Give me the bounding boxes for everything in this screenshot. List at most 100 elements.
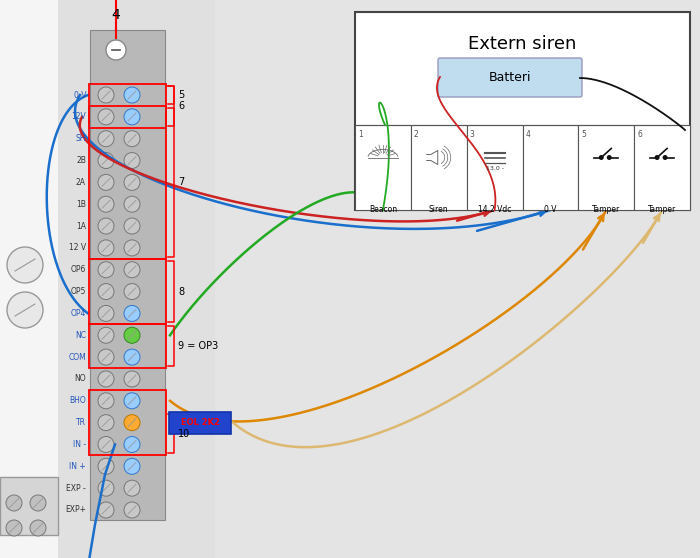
Text: 13.0 -: 13.0 - [486, 166, 503, 171]
Text: 0 V: 0 V [544, 205, 556, 214]
FancyBboxPatch shape [355, 125, 411, 210]
Text: OP6: OP6 [71, 265, 86, 274]
Circle shape [98, 218, 114, 234]
Circle shape [124, 240, 140, 256]
FancyBboxPatch shape [0, 477, 58, 535]
Circle shape [98, 371, 114, 387]
Circle shape [98, 87, 114, 103]
Circle shape [6, 520, 22, 536]
Circle shape [7, 292, 43, 328]
Text: 12 V: 12 V [69, 243, 86, 252]
FancyBboxPatch shape [169, 412, 231, 434]
Text: 1A: 1A [76, 222, 86, 230]
Text: BHO: BHO [69, 396, 86, 405]
Circle shape [124, 458, 140, 474]
FancyBboxPatch shape [90, 30, 165, 520]
Text: 2: 2 [414, 130, 419, 139]
Circle shape [124, 87, 140, 103]
Text: 4: 4 [526, 130, 531, 139]
Circle shape [124, 174, 140, 190]
Circle shape [98, 109, 114, 125]
Text: 9 = OP3: 9 = OP3 [178, 341, 218, 351]
Circle shape [124, 262, 140, 278]
FancyBboxPatch shape [0, 0, 215, 558]
Circle shape [98, 349, 114, 365]
Text: 3: 3 [470, 130, 475, 139]
FancyBboxPatch shape [522, 125, 578, 210]
Text: 14.2 Vdc: 14.2 Vdc [478, 205, 511, 214]
Text: IN +: IN + [69, 462, 86, 471]
Circle shape [98, 502, 114, 518]
Text: 10: 10 [178, 429, 190, 439]
Text: 2A: 2A [76, 178, 86, 187]
FancyBboxPatch shape [0, 0, 58, 558]
FancyBboxPatch shape [578, 125, 634, 210]
Circle shape [30, 495, 46, 511]
Circle shape [663, 155, 668, 160]
Text: Siren: Siren [429, 205, 449, 214]
Circle shape [124, 415, 140, 431]
Circle shape [124, 327, 140, 343]
FancyBboxPatch shape [411, 125, 467, 210]
Circle shape [7, 247, 43, 283]
FancyBboxPatch shape [634, 125, 690, 210]
Circle shape [598, 155, 603, 160]
Circle shape [98, 415, 114, 431]
Text: 5: 5 [178, 90, 184, 100]
Circle shape [124, 480, 140, 496]
Text: 12V: 12V [71, 112, 86, 121]
Circle shape [124, 283, 140, 300]
Circle shape [6, 495, 22, 511]
FancyBboxPatch shape [0, 0, 58, 558]
Circle shape [124, 109, 140, 125]
Text: SH: SH [76, 134, 86, 143]
Circle shape [98, 327, 114, 343]
Text: 8: 8 [178, 287, 184, 297]
Circle shape [106, 40, 126, 60]
Text: 4: 4 [111, 8, 120, 22]
Text: 2B: 2B [76, 156, 86, 165]
Circle shape [98, 196, 114, 212]
Text: 7: 7 [178, 177, 184, 187]
Text: EXP -: EXP - [66, 484, 86, 493]
Circle shape [98, 174, 114, 190]
Text: COM: COM [69, 353, 86, 362]
Text: Beacon: Beacon [369, 205, 397, 214]
Text: Tamper: Tamper [648, 205, 676, 214]
Text: 6: 6 [178, 101, 184, 111]
Circle shape [124, 196, 140, 212]
Circle shape [124, 393, 140, 409]
Text: Batteri: Batteri [489, 71, 531, 84]
Circle shape [654, 155, 659, 160]
Text: IN -: IN - [73, 440, 86, 449]
Circle shape [124, 349, 140, 365]
Text: 5: 5 [581, 130, 586, 139]
Text: NO: NO [74, 374, 86, 383]
Circle shape [98, 262, 114, 278]
Circle shape [124, 305, 140, 321]
Circle shape [98, 240, 114, 256]
Circle shape [607, 155, 612, 160]
Text: EOL 2K2: EOL 2K2 [181, 418, 219, 427]
Circle shape [124, 502, 140, 518]
Circle shape [98, 131, 114, 147]
Text: EXP+: EXP+ [65, 506, 86, 514]
Circle shape [124, 152, 140, 169]
Text: OP5: OP5 [71, 287, 86, 296]
Circle shape [98, 436, 114, 453]
Text: NC: NC [75, 331, 86, 340]
FancyBboxPatch shape [355, 12, 690, 210]
Circle shape [98, 152, 114, 169]
Circle shape [30, 520, 46, 536]
Text: TR: TR [76, 418, 86, 427]
FancyBboxPatch shape [467, 125, 522, 210]
Circle shape [98, 283, 114, 300]
Circle shape [124, 436, 140, 453]
Circle shape [98, 480, 114, 496]
Text: 6: 6 [637, 130, 642, 139]
Text: 1B: 1B [76, 200, 86, 209]
Circle shape [98, 393, 114, 409]
Circle shape [98, 305, 114, 321]
Text: Tamper: Tamper [592, 205, 620, 214]
Circle shape [124, 131, 140, 147]
